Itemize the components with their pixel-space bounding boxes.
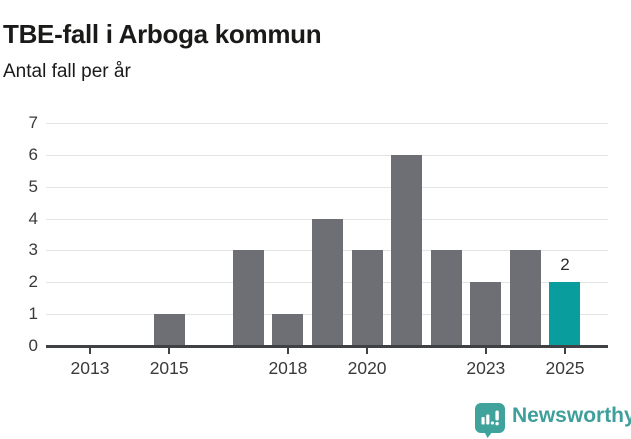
bar-2024 [509,250,541,346]
gridline-y-6 [46,154,608,156]
x-axis-line [46,345,608,348]
x-axis-tick-2013 [89,348,91,354]
x-axis-label-2020: 2020 [347,358,387,378]
bar-value-label-2025: 2 [560,255,570,275]
x-axis-label-2015: 2015 [149,358,189,378]
x-axis-label-2023: 2023 [466,358,506,378]
y-axis-label-3: 3 [28,240,38,260]
bar-2019 [311,218,343,346]
gridline-y-5 [46,186,608,188]
bar-2022 [430,250,462,346]
bar-2020 [351,250,383,346]
y-axis-label-7: 7 [28,113,38,132]
x-axis-label-2025: 2025 [545,358,585,378]
gridline-y-7 [46,123,608,124]
y-axis-label-2: 2 [28,272,38,292]
y-axis-label-1: 1 [28,304,38,324]
chart-title: TBE-fall i Arboga kommun [3,19,322,50]
y-axis-label-5: 5 [28,176,38,196]
x-axis-label-2018: 2018 [268,358,308,378]
x-axis-tick-2023 [484,348,487,354]
bar-2018 [272,314,304,346]
x-axis-label-2013: 2013 [70,358,110,378]
x-axis-tick-2020 [366,348,369,354]
y-axis-label-4: 4 [28,208,38,228]
bar-2017 [232,250,264,346]
chart-subtitle: Antal fall per år [3,61,131,82]
bar-2015 [153,314,185,346]
bar-2023 [470,282,502,346]
y-axis-label-6: 6 [28,144,38,164]
brand-name: Newsworthy [512,404,631,427]
x-axis-tick-2025 [563,348,566,354]
bar-2025 [549,282,581,346]
bar-2021 [391,154,423,346]
newsworthy-logo-icon [475,403,505,438]
x-axis-tick-2018 [286,348,289,354]
x-axis-tick-2015 [168,348,171,354]
y-axis-label-0: 0 [28,336,38,355]
